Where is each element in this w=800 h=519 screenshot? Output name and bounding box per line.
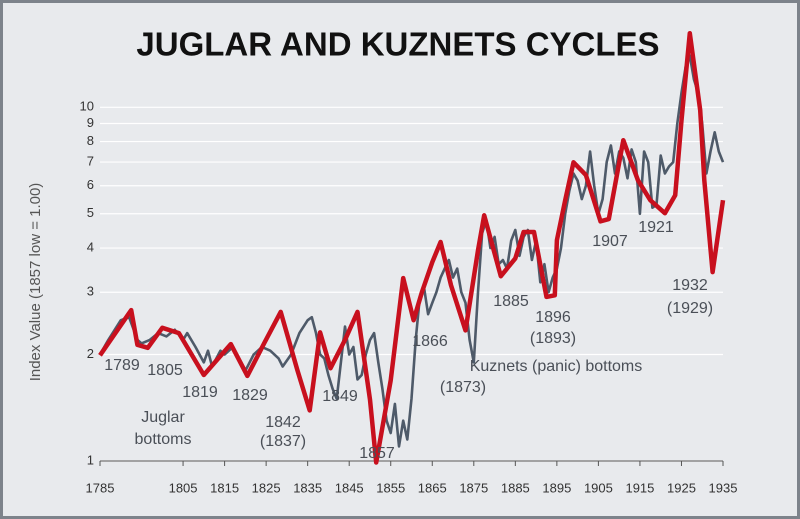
x-tick-label: 1905 — [584, 480, 613, 495]
annotation: 1819 — [182, 384, 218, 401]
annotation: 1789 — [104, 357, 140, 374]
x-tick-label: 1805 — [169, 480, 198, 495]
x-tick-label: 1845 — [335, 480, 364, 495]
x-tick-label: 1785 — [86, 480, 115, 495]
y-tick-label: 9 — [87, 115, 94, 130]
x-tick-label: 1855 — [376, 480, 405, 495]
x-tick-label: 1875 — [459, 480, 488, 495]
x-tick-label: 1885 — [501, 480, 530, 495]
annotation: (1929) — [667, 300, 713, 317]
index-line — [98, 54, 725, 448]
annotation: 1907 — [592, 233, 628, 250]
annotation: 1805 — [147, 362, 183, 379]
annotation: bottoms — [135, 431, 192, 448]
y-tick-label: 2 — [87, 346, 94, 361]
y-tick-label: 4 — [87, 239, 94, 254]
annotation: Juglar — [141, 409, 185, 426]
x-tick-label: 1925 — [667, 480, 696, 495]
chart-title: JUGLAR AND KUZNETS CYCLES — [136, 26, 659, 63]
y-tick-label: 6 — [87, 177, 94, 192]
y-axis-label: Index Value (1857 low = 1.00) — [27, 183, 44, 382]
y-tick-label: 7 — [87, 154, 94, 169]
annotation: 1829 — [232, 387, 268, 404]
y-tick-label: 8 — [87, 133, 94, 148]
annotation: 1896 — [535, 309, 571, 326]
x-tick-label: 1835 — [293, 480, 322, 495]
annotation: (1873) — [440, 379, 486, 396]
y-tick-label: 3 — [87, 284, 94, 299]
x-tick-label: 1865 — [418, 480, 447, 495]
annotation: 1849 — [322, 388, 358, 405]
x-tick-label: 1935 — [709, 480, 738, 495]
annotation: 1921 — [638, 219, 674, 236]
y-tick-label: 10 — [80, 99, 94, 114]
annotation: (1893) — [530, 330, 576, 347]
annotation: 1857 — [359, 445, 395, 462]
annotation: 1932 — [672, 277, 708, 294]
smoothed-line — [98, 30, 726, 465]
x-tick-label: 1895 — [542, 480, 571, 495]
x-tick-label: 1915 — [625, 480, 654, 495]
y-tick-label: 1 — [87, 452, 94, 467]
annotation: Kuznets (panic) bottoms — [470, 358, 643, 375]
x-tick-label: 1815 — [210, 480, 239, 495]
y-tick-label: 5 — [87, 205, 94, 220]
x-tick-label: 1825 — [252, 480, 281, 495]
annotation: (1837) — [260, 433, 306, 450]
annotation: 1842 — [265, 414, 301, 431]
annotation: 1885 — [493, 293, 529, 310]
annotation: 1866 — [412, 333, 448, 350]
